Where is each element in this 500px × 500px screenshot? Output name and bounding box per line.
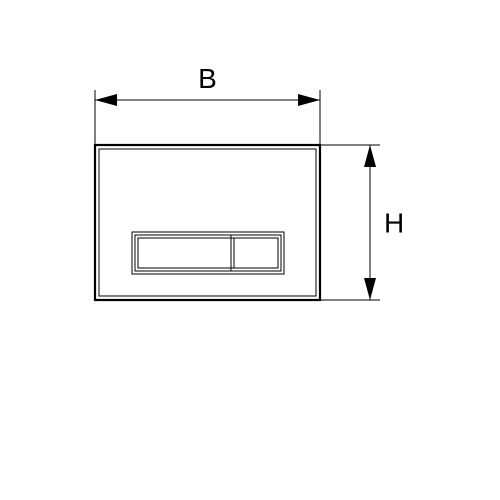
- dimension-height: H: [320, 145, 404, 300]
- dimension-height-label: H: [384, 208, 404, 239]
- dimension-width: B: [95, 63, 320, 145]
- dimension-width-label: B: [198, 63, 217, 94]
- flush-plate: [95, 145, 320, 300]
- button-panel: [132, 232, 284, 274]
